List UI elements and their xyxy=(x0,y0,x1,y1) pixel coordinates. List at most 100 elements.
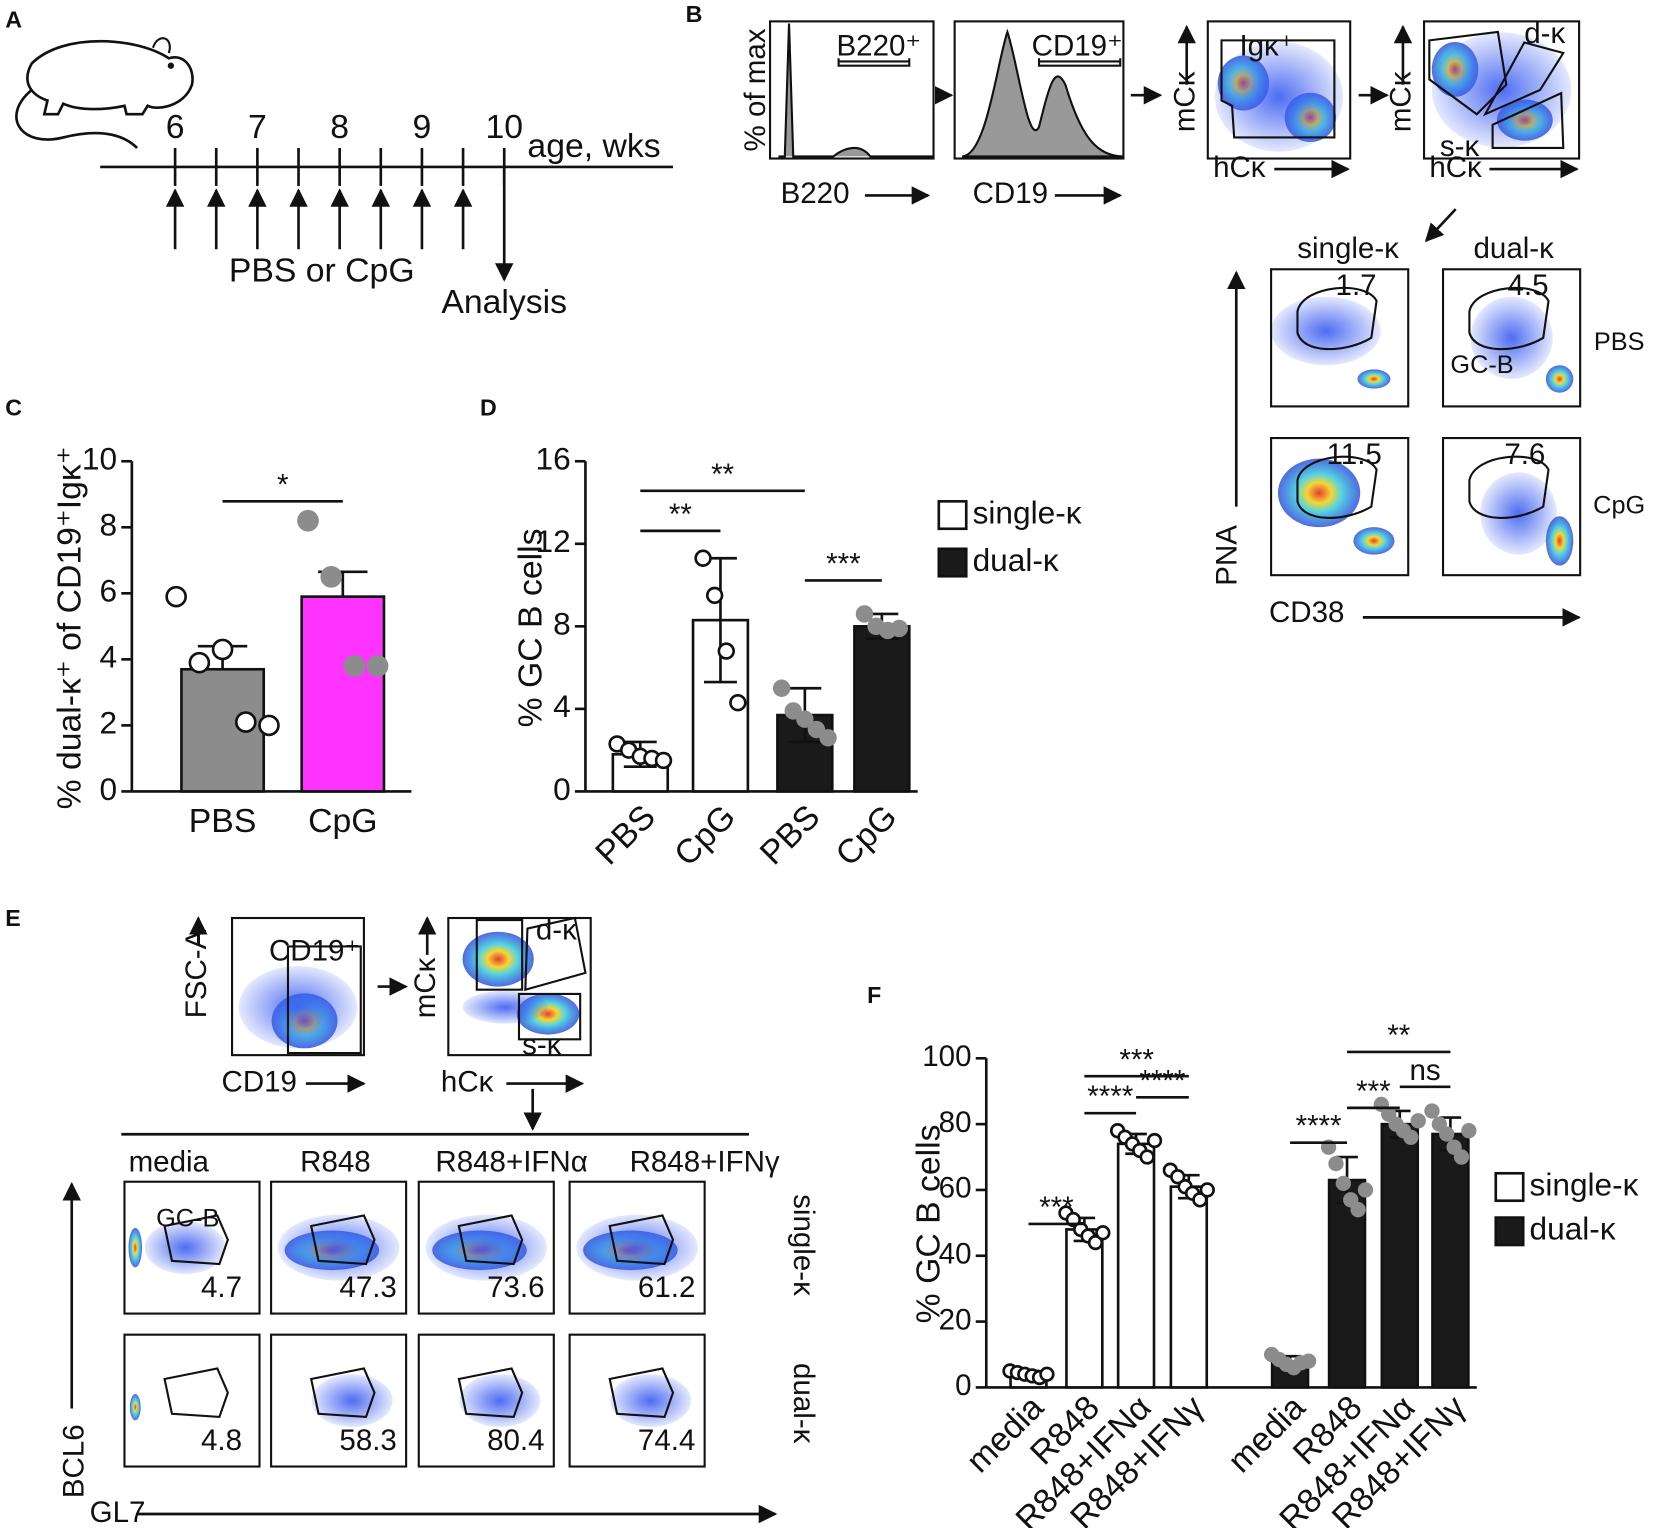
gate xyxy=(163,1367,229,1419)
gate-value: 74.4 xyxy=(638,1424,695,1457)
data-point xyxy=(819,729,837,747)
bar xyxy=(1380,1122,1420,1389)
x-tick-label: CpG xyxy=(667,798,743,874)
flow-plots: 4.7 47.3 73.6 61.2 4.8 58.3 80.4 74.4 xyxy=(123,916,706,1468)
density xyxy=(144,1221,226,1275)
y-tick-label: 0 xyxy=(553,771,571,807)
endpoint-label: Analysis xyxy=(441,283,567,321)
y-tick-label: 6 xyxy=(99,573,117,609)
data-point xyxy=(1087,1234,1104,1251)
axis-label: B220 xyxy=(781,177,850,210)
legend-swatch xyxy=(1494,1171,1525,1203)
gate-value: 80.4 xyxy=(487,1424,544,1457)
data-point xyxy=(165,585,187,608)
gate-label: GC-B xyxy=(1450,351,1513,379)
histogram-frame xyxy=(768,20,935,160)
y-tick-label: 10 xyxy=(82,441,117,477)
y-axis-label: % GC B cells xyxy=(909,1125,947,1324)
gate xyxy=(457,1367,524,1419)
data-point xyxy=(1461,1123,1477,1139)
gate xyxy=(608,1214,675,1266)
data-point xyxy=(343,655,366,677)
week-label: 10 xyxy=(485,108,523,146)
axis-label: hCκ xyxy=(1429,151,1482,184)
significance-label: **** xyxy=(1296,1110,1342,1143)
panel-letter: B xyxy=(686,1,703,27)
row-label: single-κ xyxy=(787,1194,820,1296)
gate-value: 47.3 xyxy=(339,1271,396,1304)
gate xyxy=(608,1367,675,1419)
axis-label: mCκ xyxy=(409,957,442,1018)
y-tick-label: 8 xyxy=(99,507,117,543)
y-axis-label: % dual-κ⁺ of CD19⁺Igκ⁺ xyxy=(51,446,89,809)
axis-label: BCL6 xyxy=(58,1424,91,1498)
data-point xyxy=(807,720,826,739)
gate xyxy=(286,945,362,1055)
gate-value: 4.5 xyxy=(1507,269,1548,302)
data-point xyxy=(890,619,908,638)
y-tick-label: 4 xyxy=(99,639,117,675)
legend-label: single-κ xyxy=(1530,1166,1639,1202)
legend-swatch xyxy=(937,500,968,531)
axis-label: CD19 xyxy=(222,1065,297,1098)
significance-label: **** xyxy=(1087,1080,1133,1113)
density xyxy=(1271,296,1381,366)
density xyxy=(459,1374,541,1427)
density xyxy=(1470,296,1553,379)
y-tick-label: 12 xyxy=(535,523,570,559)
gate xyxy=(475,916,587,1041)
y-tick-label: 0 xyxy=(99,771,117,807)
significance-label: ** xyxy=(711,458,734,491)
bar xyxy=(1116,1142,1156,1389)
significance-label: *** xyxy=(1356,1075,1391,1108)
flow-plots xyxy=(768,20,1582,577)
gate xyxy=(457,1214,524,1266)
axis-label: mCκ xyxy=(1168,71,1201,132)
gate-value: 1.7 xyxy=(1336,269,1377,302)
data-point xyxy=(1170,1169,1186,1185)
data-point xyxy=(717,642,735,660)
axis-label: % of max xyxy=(739,28,772,151)
y-tick-label: 40 xyxy=(939,1238,972,1271)
data-point xyxy=(1357,1182,1374,1198)
y-tick-label: 80 xyxy=(939,1106,972,1139)
data-point xyxy=(1453,1149,1470,1165)
flow-arrow xyxy=(1424,208,1457,243)
data-point xyxy=(1335,1175,1351,1192)
gate-label: Igκ⁺ xyxy=(1239,30,1294,63)
gate xyxy=(1468,455,1550,519)
y-tick-label: 16 xyxy=(535,441,570,477)
gate-label: d-κ xyxy=(536,914,577,947)
density xyxy=(277,1214,400,1281)
density xyxy=(1357,369,1391,389)
density xyxy=(462,931,534,987)
data-point xyxy=(366,655,389,677)
gate-label: s-κ xyxy=(522,1028,562,1061)
week-label: 9 xyxy=(413,108,432,146)
legend-label: single-κ xyxy=(973,494,1082,530)
data-point xyxy=(211,638,234,661)
data-point xyxy=(1039,1366,1055,1382)
data-point xyxy=(694,549,712,567)
bar xyxy=(300,595,386,793)
gate-label: s-κ xyxy=(1440,130,1480,163)
density xyxy=(610,1374,692,1427)
condition-label: R848+IFNγ xyxy=(630,1146,780,1179)
row-label: PBS xyxy=(1594,328,1645,356)
data-point xyxy=(1095,1225,1111,1241)
data-point xyxy=(1139,1149,1155,1165)
gate-value: 4.8 xyxy=(201,1424,242,1457)
column-label: dual-κ xyxy=(1474,232,1555,265)
data-point xyxy=(1431,1116,1447,1132)
axis-label: CD38 xyxy=(1269,596,1344,629)
data-point xyxy=(796,710,814,728)
gate xyxy=(1296,455,1378,519)
row-label: dual-κ xyxy=(787,1363,820,1444)
condition-label: media xyxy=(129,1146,210,1179)
significance-label: ns xyxy=(1410,1054,1441,1087)
y-tick-label: 8 xyxy=(553,606,571,642)
treatment-label: PBS or CpG xyxy=(229,251,415,289)
timeline-ticks xyxy=(165,147,506,250)
gate-value: 4.7 xyxy=(201,1271,242,1304)
condition-label: R848+IFNα xyxy=(435,1146,587,1179)
